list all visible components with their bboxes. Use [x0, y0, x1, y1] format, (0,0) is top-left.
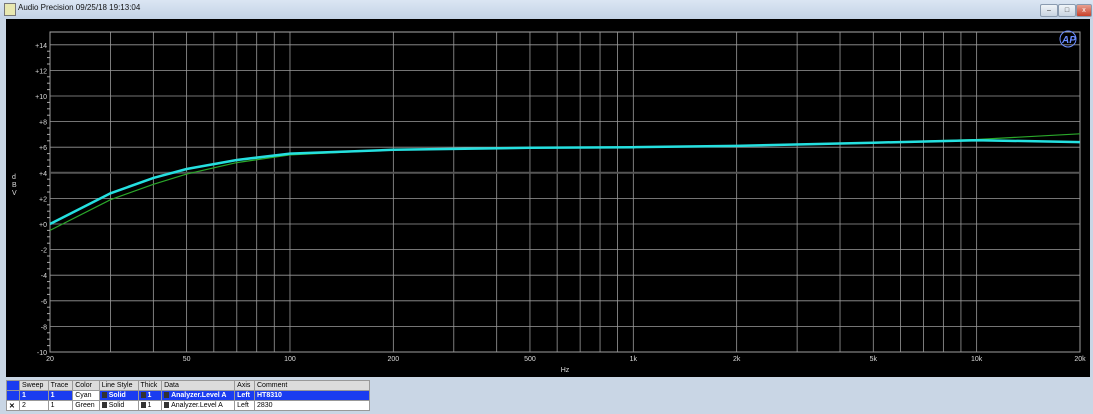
- axis-cell[interactable]: Left: [234, 400, 255, 411]
- thick-cell[interactable]: 1: [147, 392, 152, 399]
- x-tick-label: 100: [284, 356, 296, 363]
- x-tick-label: 200: [387, 356, 399, 363]
- y-tick-label: -10: [37, 350, 47, 357]
- trace-cell: 1: [47, 390, 74, 401]
- dropdown-icon[interactable]: [164, 392, 170, 399]
- y-tick-label: +4: [39, 171, 47, 178]
- x-tick-label: 20k: [1074, 356, 1086, 363]
- col-sweep: Sweep: [19, 380, 49, 391]
- y-axis-label-letter: B: [12, 182, 17, 189]
- row-checkbox[interactable]: ✕: [6, 400, 20, 411]
- y-tick-label: -4: [41, 273, 47, 280]
- sweep-cell: 2: [19, 400, 49, 411]
- x-tick-label: 500: [524, 356, 536, 363]
- y-axis-label-letter: V: [12, 190, 17, 197]
- plot-frame: [49, 31, 1081, 353]
- dropdown-icon[interactable]: [164, 402, 170, 409]
- table-row[interactable]: 1 1 Cyan Solid 1 Analyzer.Level A Left H…: [6, 390, 370, 401]
- comment-cell[interactable]: HT8310: [254, 390, 370, 401]
- col-thick: Thick: [137, 380, 163, 391]
- maximize-button[interactable]: □: [1058, 4, 1076, 17]
- trace-cell: 1: [47, 400, 74, 411]
- comment-cell[interactable]: 2830: [254, 400, 370, 411]
- style-cell[interactable]: Solid: [108, 402, 125, 409]
- window-title: Audio Precision 09/25/18 19:13:04: [18, 3, 141, 12]
- y-tick-label: -2: [41, 248, 47, 255]
- y-tick-label: +0: [39, 222, 47, 229]
- table-row[interactable]: ✕ 2 1 Green Solid 1 Analyzer.Level A Lef…: [6, 400, 370, 411]
- col-trace: Trace: [47, 380, 74, 391]
- col-comment: Comment: [254, 380, 370, 391]
- col-axis: Axis: [234, 380, 255, 391]
- select-all-cell[interactable]: [6, 380, 20, 391]
- y-axis-label-letter: d: [12, 174, 16, 181]
- y-tick-label: +10: [35, 94, 47, 101]
- col-data: Data: [161, 380, 236, 391]
- close-button[interactable]: x: [1076, 4, 1092, 17]
- x-tick-label: 50: [183, 356, 191, 363]
- style-cell[interactable]: Solid: [108, 392, 126, 399]
- title-bar: Audio Precision 09/25/18 19:13:04 – □ x: [0, 0, 1093, 19]
- table-header: Sweep Trace Color Line Style Thick Data …: [6, 380, 370, 391]
- col-color: Color: [72, 380, 100, 391]
- color-cell[interactable]: Green: [72, 400, 100, 411]
- y-tick-label: +2: [39, 196, 47, 203]
- x-tick-label: 10k: [971, 356, 983, 363]
- ap-logo: AP: [1061, 35, 1076, 46]
- col-line-style: Line Style: [98, 380, 139, 391]
- trace-table: Sweep Trace Color Line Style Thick Data …: [6, 380, 370, 411]
- graph-panel: +14 +12 +10 +8 +6 +4 +2 +0 -2 -4 -6 -8 -10 20 50 100 200…: [6, 19, 1090, 377]
- minimize-button[interactable]: –: [1040, 4, 1058, 17]
- ap-logo-ring: [1059, 30, 1077, 48]
- y-tick-label: +6: [39, 145, 47, 152]
- y-tick-label: -8: [41, 324, 47, 331]
- sweep-cell: 1: [19, 390, 49, 401]
- color-cell[interactable]: Cyan: [72, 390, 100, 401]
- app-icon: [4, 3, 16, 16]
- x-tick-label: 2k: [733, 356, 741, 363]
- axis-cell[interactable]: Left: [234, 390, 255, 401]
- series-line-1: [49, 138, 1081, 226]
- dropdown-icon[interactable]: [101, 402, 107, 409]
- x-axis-label: Hz: [561, 367, 570, 374]
- dropdown-icon[interactable]: [101, 392, 107, 399]
- dropdown-icon[interactable]: [140, 392, 146, 399]
- row-checkbox[interactable]: [6, 390, 20, 401]
- x-tick-label: 5k: [870, 356, 878, 363]
- y-tick-label: +8: [39, 120, 47, 127]
- data-cell[interactable]: Analyzer.Level A: [171, 392, 227, 399]
- x-tick-label: 20: [46, 356, 54, 363]
- thick-cell[interactable]: 1: [147, 402, 152, 409]
- y-tick-label: +14: [35, 43, 47, 50]
- data-cell[interactable]: Analyzer.Level A: [171, 402, 223, 409]
- y-tick-label: +12: [35, 68, 47, 75]
- dropdown-icon[interactable]: [140, 402, 146, 409]
- x-tick-label: 1k: [630, 356, 638, 363]
- y-tick-label: -6: [41, 299, 47, 306]
